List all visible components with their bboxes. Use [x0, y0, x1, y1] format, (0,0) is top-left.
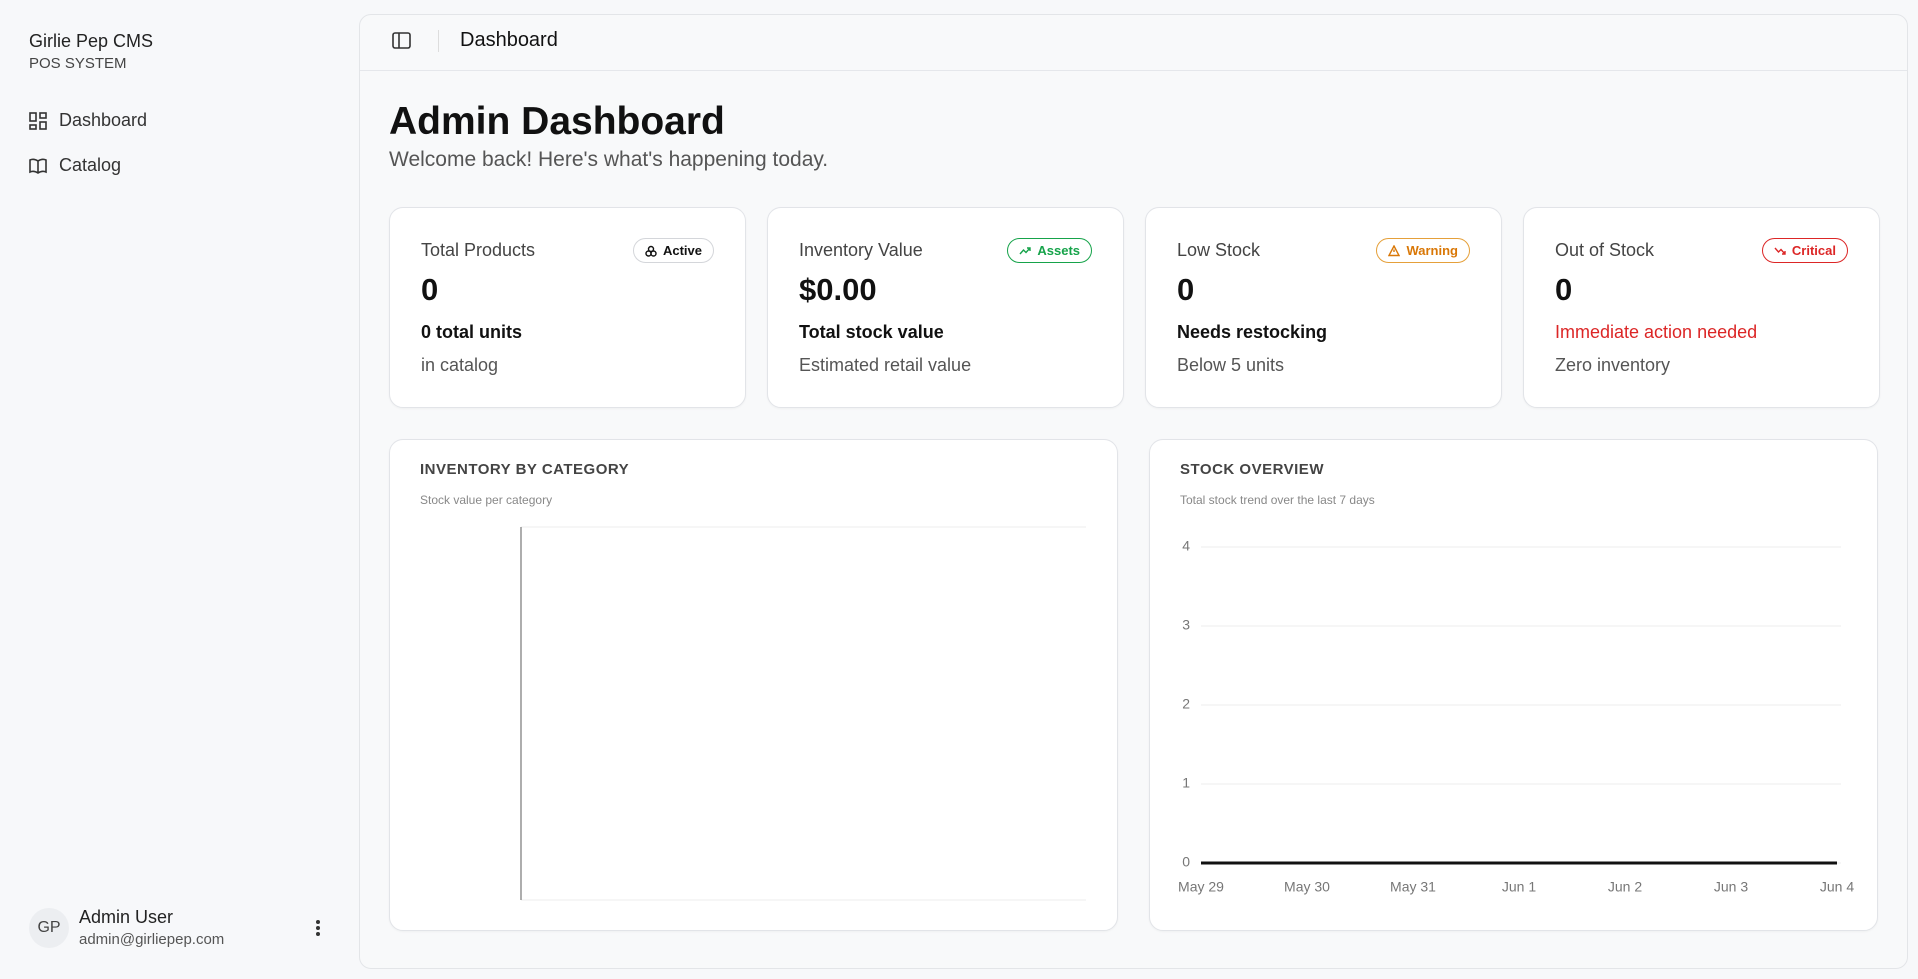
chart: STOCK OVERVIEW Total stock trend over the… — [1178, 461, 1854, 895]
chart-title: INVENTORY BY CATEGORY — [420, 461, 629, 478]
user-menu[interactable] — [313, 918, 323, 938]
x-tick-label: Jun 4 — [1820, 879, 1854, 895]
nav-label: Dashboard — [59, 110, 148, 130]
card-label: Out of Stock — [1555, 240, 1655, 260]
y-tick-label: 0 — [1182, 854, 1190, 870]
chart-card: STOCK OVERVIEW Total stock trend over the… — [1149, 439, 1878, 931]
divider — [438, 30, 439, 52]
badge-icon — [1019, 246, 1032, 254]
user-name: Admin User — [79, 907, 174, 927]
badge: Critical — [1761, 238, 1848, 263]
card-note: in catalog — [421, 355, 499, 375]
chart-subtitle: Stock value per category — [420, 493, 552, 507]
badge-label: Critical — [1791, 243, 1836, 258]
badge-icon — [645, 245, 657, 257]
y-tick-label: 4 — [1182, 538, 1190, 554]
chart-card: INVENTORY BY CATEGORY Stock value per cat… — [389, 439, 1118, 931]
x-tick-label: Jun 3 — [1714, 879, 1748, 895]
y-tick-label: 2 — [1182, 696, 1190, 712]
card-value: $0.00 — [799, 272, 877, 307]
x-tick-label: Jun 1 — [1502, 879, 1536, 895]
card-note: Below 5 units — [1177, 355, 1285, 375]
card-value: 0 — [1177, 272, 1195, 307]
card-note: Estimated retail value — [799, 355, 972, 375]
card-detail: Immediate action needed — [1555, 322, 1758, 342]
card-label: Low Stock — [1177, 240, 1261, 260]
card-value: 0 — [421, 272, 439, 307]
x-tick-label: May 31 — [1390, 879, 1436, 895]
chart-subtitle: Total stock trend over the last 7 days — [1180, 493, 1375, 507]
y-tick-label: 3 — [1182, 617, 1190, 633]
header-title: Dashboard — [460, 29, 558, 51]
nav-item[interactable]: Dashboard — [29, 110, 147, 131]
badge-icon — [1774, 247, 1786, 255]
brand-subtitle: POS SYSTEM — [29, 55, 127, 72]
chart-title: STOCK OVERVIEW — [1180, 461, 1324, 478]
x-tick-label: May 29 — [1178, 879, 1224, 895]
page-title: Admin Dashboard — [389, 100, 725, 143]
stat-card: Total Products Active 0 0 total units in cat… — [389, 207, 746, 408]
x-tick-label: May 30 — [1284, 879, 1330, 895]
badge-label: Active — [662, 243, 702, 258]
badge: Active — [632, 238, 714, 263]
divider — [360, 70, 1907, 71]
sidebar-toggle[interactable] — [392, 31, 412, 51]
badge: Assets — [1007, 238, 1092, 263]
y-tick-label: 1 — [1182, 775, 1190, 791]
card-detail: Needs restocking — [1177, 322, 1328, 342]
card-label: Total Products — [421, 240, 536, 260]
x-tick-label: Jun 2 — [1608, 879, 1642, 895]
brand: Girlie Pep CMS — [29, 31, 154, 51]
card-label: Inventory Value — [799, 240, 923, 260]
stat-card: Inventory Value Assets $0.00 Total stock va… — [767, 207, 1124, 408]
card-detail: 0 total units — [421, 322, 523, 342]
badge-label: Warning — [1406, 243, 1458, 258]
page-subtitle: Welcome back! Here's what's happening to… — [389, 148, 829, 171]
badge: Warning — [1376, 238, 1470, 263]
chart: INVENTORY BY CATEGORY Stock value per cat… — [420, 461, 1086, 901]
card-value: 0 — [1555, 272, 1573, 307]
user-email: admin@girliepep.com — [79, 931, 225, 948]
avatar: GP — [29, 908, 69, 948]
card-detail: Total stock value — [799, 322, 944, 342]
icon — [29, 111, 47, 130]
nav-item[interactable]: Catalog — [29, 155, 121, 176]
stat-card: Out of Stock Critical 0 Immediate action ne… — [1523, 207, 1880, 408]
icon — [29, 158, 47, 174]
badge-label: Assets — [1037, 243, 1080, 258]
stat-card: Low Stock Warning 0 Needs restocking Below 5… — [1145, 207, 1502, 408]
card-note: Zero inventory — [1555, 355, 1671, 375]
nav-label: Catalog — [59, 155, 122, 175]
badge-icon — [1388, 244, 1401, 256]
